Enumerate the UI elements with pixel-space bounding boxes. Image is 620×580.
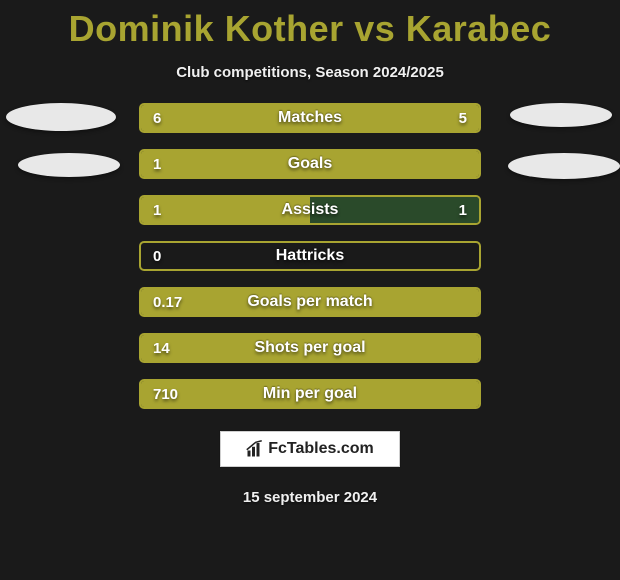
stat-fill-left bbox=[141, 381, 479, 407]
stat-fill-left bbox=[141, 197, 310, 223]
stat-row: Assists11 bbox=[139, 195, 481, 225]
stat-fill-left bbox=[141, 151, 479, 177]
stat-value-left: 1 bbox=[153, 202, 161, 219]
player-right-ellipse-1 bbox=[510, 103, 612, 127]
chart-icon bbox=[246, 440, 264, 458]
brand-text: FcTables.com bbox=[268, 440, 374, 458]
stat-row: Min per goal710 bbox=[139, 379, 481, 409]
date-label: 15 september 2024 bbox=[243, 489, 377, 506]
stat-value-left: 6 bbox=[153, 110, 161, 127]
stat-value-left: 14 bbox=[153, 340, 170, 357]
stat-value-left: 0.17 bbox=[153, 294, 182, 311]
player-right-ellipse-2 bbox=[508, 153, 620, 179]
stat-value-left: 0 bbox=[153, 248, 161, 265]
stat-row: Hattricks0 bbox=[139, 241, 481, 271]
stat-fill-left bbox=[141, 335, 479, 361]
player-left-ellipse-2 bbox=[18, 153, 120, 177]
player-left-ellipse-1 bbox=[6, 103, 116, 131]
brand-badge: FcTables.com bbox=[220, 431, 400, 467]
comparison-card: Dominik Kother vs Karabec Club competiti… bbox=[0, 0, 620, 580]
stat-fill-right bbox=[310, 197, 479, 223]
stat-value-right: 5 bbox=[459, 110, 467, 127]
stat-row: Matches65 bbox=[139, 103, 481, 133]
stats-section: Matches65Goals1Assists11Hattricks0Goals … bbox=[0, 103, 620, 409]
stat-row: Goals1 bbox=[139, 149, 481, 179]
stat-fill-right bbox=[327, 105, 479, 131]
stat-fill-left bbox=[141, 105, 327, 131]
stat-fill-left bbox=[141, 289, 479, 315]
stat-row: Goals per match0.17 bbox=[139, 287, 481, 317]
page-title: Dominik Kother vs Karabec bbox=[69, 8, 552, 50]
stat-label: Hattricks bbox=[141, 247, 479, 265]
subtitle: Club competitions, Season 2024/2025 bbox=[176, 64, 444, 81]
stat-value-left: 710 bbox=[153, 386, 178, 403]
stat-row: Shots per goal14 bbox=[139, 333, 481, 363]
stat-value-right: 1 bbox=[459, 202, 467, 219]
stat-value-left: 1 bbox=[153, 156, 161, 173]
